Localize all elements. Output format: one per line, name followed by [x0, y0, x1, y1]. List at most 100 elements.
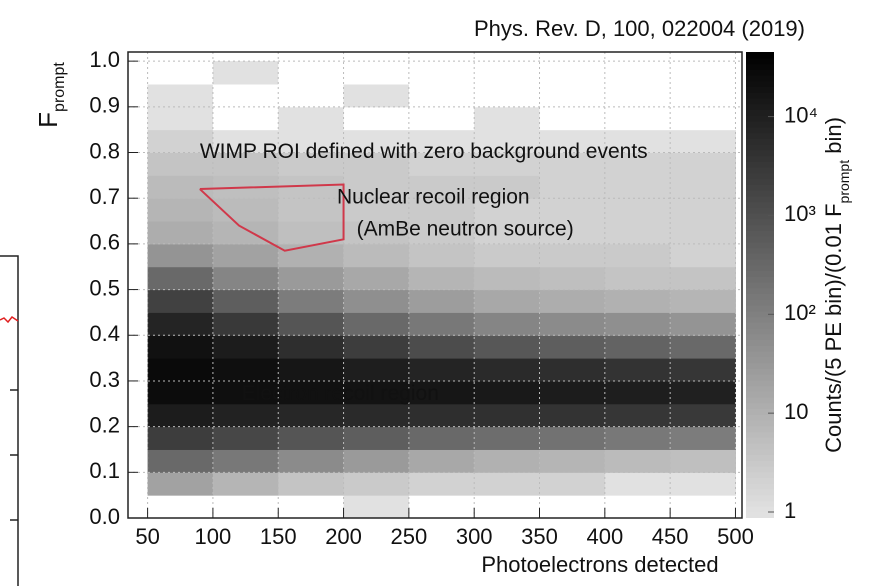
heatmap-cell	[408, 335, 475, 359]
heatmap-cell	[278, 449, 345, 473]
colorbar-segment	[746, 264, 774, 272]
colorbar-segment	[746, 167, 774, 174]
y-axis-title-sub: prompt	[51, 62, 68, 112]
heatmap-cell	[343, 403, 410, 428]
colorbar-segment	[746, 443, 774, 450]
heatmap-cell	[670, 289, 736, 313]
heatmap-cell	[147, 266, 214, 291]
heatmap-cell	[604, 380, 671, 405]
colorbar-segment	[746, 397, 774, 404]
heatmap-cell	[212, 358, 279, 382]
heatmap-cell	[670, 221, 736, 245]
colorbar-segment	[746, 201, 774, 208]
heatmap-cell	[212, 403, 279, 428]
colorbar-segment	[746, 86, 774, 93]
colorbar-segment	[746, 305, 774, 312]
heatmap-cell	[670, 152, 736, 176]
heatmap-cell	[343, 198, 410, 222]
heatmap-cell	[604, 175, 671, 199]
colorbar-segment	[746, 190, 774, 197]
colorbar-segment	[746, 270, 774, 277]
heatmap-cell	[670, 129, 736, 154]
colorbar-segment	[746, 149, 774, 157]
colorbar-segment	[746, 483, 774, 490]
heatmap-cell	[670, 380, 736, 405]
x-tick-label: 250	[391, 524, 428, 549]
y-tick-label: 0.0	[89, 504, 120, 529]
heatmap-cell	[670, 175, 736, 199]
heatmap-cell	[147, 61, 214, 85]
colorbar-segment	[746, 379, 774, 387]
heatmap-cell	[278, 243, 345, 268]
heatmap-cell	[408, 380, 475, 405]
colorbar-segment	[746, 115, 774, 122]
colorbar-title-sub: prompt	[836, 160, 852, 204]
colorbar-segment	[746, 287, 774, 295]
y-tick-label: 0.8	[89, 138, 120, 163]
heatmap-cell	[147, 289, 214, 313]
heatmap-cell	[147, 472, 214, 496]
heatmap-cell	[539, 152, 606, 176]
colorbar-segment	[746, 385, 774, 392]
heatmap-cell	[278, 61, 345, 85]
heatmap-cell	[343, 449, 410, 473]
y-tick-label: 0.1	[89, 458, 120, 483]
heatmap-cell	[147, 106, 214, 131]
heatmap-cell	[408, 358, 475, 382]
heatmap-cell	[539, 243, 606, 268]
heatmap-cell	[343, 380, 410, 405]
heatmap-cell	[474, 358, 541, 382]
y-tick-label: 0.9	[89, 93, 120, 118]
heatmap-cell	[147, 426, 214, 450]
heatmap-cell	[539, 449, 606, 473]
heatmap-cell	[670, 312, 736, 336]
x-tick-label: 450	[652, 524, 689, 549]
heatmap-cell	[408, 175, 475, 199]
annotation: Electron recoil region	[242, 382, 439, 405]
heatmap-cell	[670, 449, 736, 473]
heatmap-cell	[539, 289, 606, 313]
heatmap-cell	[343, 83, 410, 108]
heatmap-cell	[408, 449, 475, 473]
colorbar-segment	[746, 437, 774, 444]
heatmap-cell	[343, 426, 410, 450]
heatmap-cell	[604, 106, 671, 131]
heatmap-cell	[212, 335, 279, 359]
colorbar-segment	[746, 259, 774, 266]
heatmap-cell	[408, 83, 475, 108]
heatmap-cell	[147, 335, 214, 359]
x-tick-label: 100	[195, 524, 232, 549]
colorbar-segment	[746, 408, 774, 415]
heatmap-cell	[539, 83, 606, 108]
y-tick-label: 0.3	[89, 367, 120, 392]
heatmap-cell	[604, 358, 671, 382]
x-tick-label: 500	[717, 524, 754, 549]
heatmap-cell	[539, 106, 606, 131]
colorbar-segment	[746, 489, 774, 496]
y-tick-label: 0.2	[89, 412, 120, 437]
heatmap-cell	[408, 221, 475, 245]
colorbar-segment	[746, 207, 774, 214]
heatmap-cell	[604, 221, 671, 245]
colorbar-segment	[746, 299, 774, 306]
y-tick-label: 0.6	[89, 230, 120, 255]
colorbar-segment	[746, 57, 774, 65]
heatmap-cell	[147, 403, 214, 428]
heatmap-cell	[670, 61, 736, 85]
heatmap-cell	[212, 472, 279, 496]
heatmap-cell	[147, 152, 214, 176]
heatmap-cell	[670, 472, 736, 496]
source-note: Phys. Rev. D, 100, 022004 (2019)	[474, 16, 805, 41]
colorbar-segment	[746, 92, 774, 99]
colorbar-tick-label: 10³	[784, 201, 816, 226]
heatmap-cell	[539, 403, 606, 428]
x-axis-title: Photoelectrons detected	[481, 552, 718, 577]
heatmap-cell	[147, 175, 214, 199]
heatmap-cell	[539, 221, 606, 245]
heatmap-cell	[474, 312, 541, 336]
heatmap-cell	[539, 312, 606, 336]
colorbar-segment	[746, 431, 774, 438]
heatmap-cell	[408, 472, 475, 496]
colorbar-segment	[746, 247, 774, 254]
